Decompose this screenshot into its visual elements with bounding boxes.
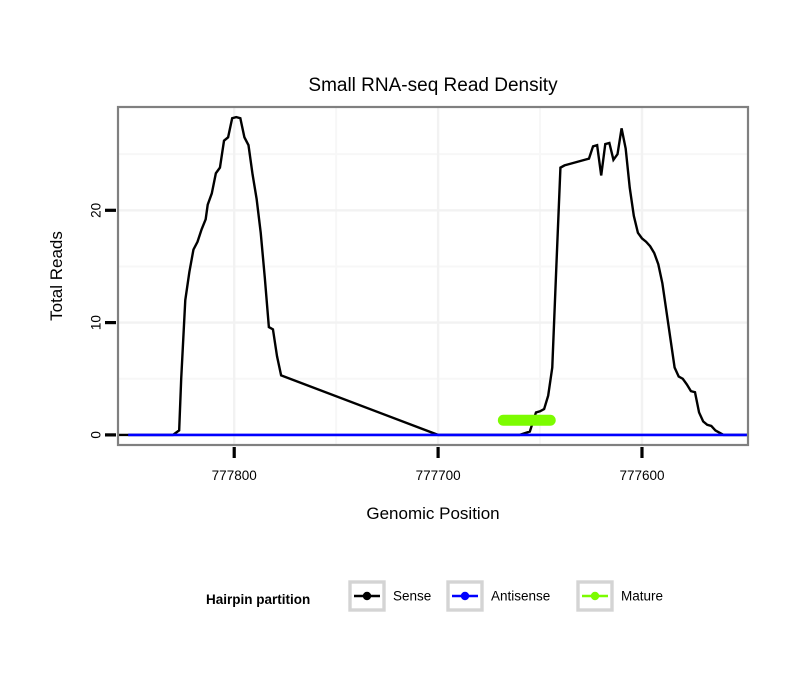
legend-entry-label: Sense xyxy=(393,589,431,604)
plot-panel xyxy=(116,105,750,447)
panel-border xyxy=(116,105,750,447)
legend-key-point xyxy=(590,591,600,601)
data-series-group xyxy=(118,115,748,437)
x-axis: 777800 777700 777600 xyxy=(212,447,665,483)
panel-background xyxy=(118,107,748,445)
legend-entry-sense[interactable]: Sense xyxy=(348,580,431,612)
legend-entry-antisense[interactable]: Antisense xyxy=(446,580,550,612)
y-axis-title: Total Reads xyxy=(47,231,66,321)
y-axis-tick-label: 0 xyxy=(89,431,104,439)
x-axis-tick-label: 777700 xyxy=(416,468,461,483)
chart-legend: Hairpin partition Sense Antisense Mature xyxy=(206,580,663,612)
y-axis-tick-label: 10 xyxy=(89,315,104,330)
x-axis-tick-label: 777800 xyxy=(212,468,257,483)
x-axis-title: Genomic Position xyxy=(366,504,499,523)
legend-entries: Sense Antisense Mature xyxy=(348,580,663,612)
legend-entry-mature[interactable]: Mature xyxy=(576,580,663,612)
legend-key-point xyxy=(362,591,372,601)
legend-key-point xyxy=(460,591,470,601)
series-line-sense xyxy=(118,115,748,437)
legend-title: Hairpin partition xyxy=(206,592,310,607)
legend-entry-label: Mature xyxy=(621,589,663,604)
legend-entry-label: Antisense xyxy=(491,589,550,604)
x-axis-tick-label: 777600 xyxy=(619,468,664,483)
y-axis: 0 10 20 xyxy=(89,203,116,439)
y-axis-tick-label: 20 xyxy=(89,203,104,218)
chart-title: Small RNA-seq Read Density xyxy=(308,75,558,96)
